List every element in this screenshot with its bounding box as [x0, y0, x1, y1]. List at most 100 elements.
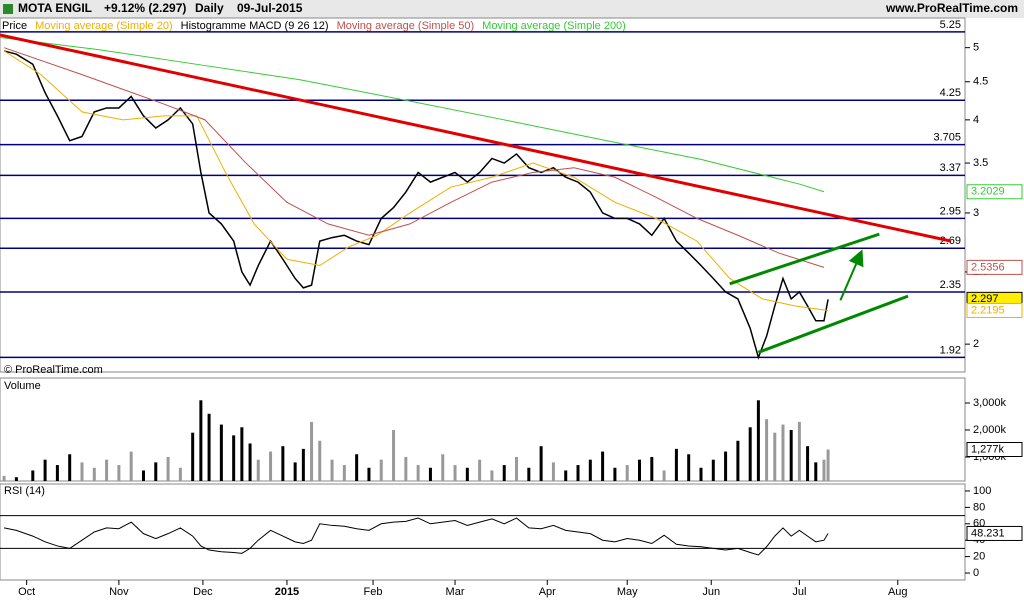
volume-bar [293, 462, 297, 481]
volume-bar [269, 451, 273, 481]
volume-bar [564, 470, 568, 481]
level-label: 3.37 [940, 162, 961, 174]
volume-bar [80, 462, 84, 481]
x-tick-label: Dec [193, 586, 213, 598]
last-value: 2.5356 [971, 261, 1005, 273]
header-bar [0, 0, 1024, 18]
y-tick-label: 2,000k [973, 424, 1007, 436]
y-tick-label: 0 [973, 567, 979, 579]
volume-bar [662, 470, 666, 481]
volume-bar [248, 443, 252, 481]
moving-average [3, 50, 829, 311]
volume-bar [638, 459, 642, 481]
volume-bar [822, 459, 826, 481]
x-tick-label: Jun [702, 586, 720, 598]
volume-bar [736, 440, 740, 481]
volume-bar [166, 456, 170, 481]
level-label: 5.25 [940, 19, 961, 31]
volume-bar [154, 462, 158, 481]
volume-bar [588, 459, 592, 481]
x-tick-label: 2015 [275, 586, 299, 598]
volume-bar [515, 456, 519, 481]
volume-bar [826, 449, 830, 481]
last-value-box [966, 184, 1023, 200]
volume-bar [428, 467, 432, 481]
x-tick-label: Feb [364, 586, 383, 598]
volume-bar [14, 477, 18, 481]
volume-bar [765, 419, 769, 481]
volume-bar [199, 400, 203, 481]
volume-bar [465, 467, 469, 481]
last-value: 1,277k [971, 443, 1005, 455]
volume-bar [625, 465, 629, 481]
volume-bar [207, 413, 211, 481]
copyright: © ProRealTime.com [4, 364, 103, 376]
legend-entry: Moving average (Simple 50) [337, 20, 475, 32]
last-value-box [966, 302, 1023, 318]
volume-bar [674, 448, 678, 481]
last-value: 48.231 [971, 527, 1005, 539]
y-tick-label: 2 [973, 338, 979, 350]
last-value-box [966, 259, 1023, 275]
volume-bar [232, 435, 236, 481]
pane-title: Volume [4, 380, 41, 392]
volume-bar [773, 432, 777, 481]
legend-entry: Histogramme MACD (9 26 12) [181, 20, 329, 32]
volume-bar [404, 456, 408, 481]
trendline [0, 33, 952, 243]
change: +9.12% (2.297) [104, 1, 186, 15]
level-label: 3.705 [933, 132, 961, 144]
site: www.ProRealTime.com [885, 1, 1018, 15]
y-tick-label: 5 [973, 42, 979, 54]
legend: Price Moving average (Simple 20) Histogram… [2, 20, 626, 32]
volume-bar [527, 467, 531, 481]
level-label: 1.92 [940, 344, 961, 356]
volume-bar [478, 459, 482, 481]
volume-bar [748, 427, 752, 481]
volume-bar [2, 475, 6, 481]
volume-bar [576, 465, 580, 481]
last-value: 3.2029 [971, 186, 1005, 198]
volume-bar [281, 446, 285, 481]
x-tick-label: Nov [109, 586, 129, 598]
y-tick-label: 3,000k [973, 397, 1007, 409]
volume-bar [699, 467, 703, 481]
last-value-box [966, 525, 1023, 541]
volume-bar [301, 448, 305, 481]
volume-bar [539, 446, 543, 481]
volume-bar [789, 429, 793, 481]
last-value: 2.2195 [971, 304, 1005, 316]
volume-bar [650, 456, 654, 481]
icon [3, 4, 13, 14]
moving-average [3, 47, 825, 268]
y-tick-label: 4.5 [973, 76, 988, 88]
trendline [839, 249, 864, 301]
volume-bar [105, 459, 109, 481]
volume-bar [330, 459, 334, 481]
legend-entry: Moving average (Simple 20) [35, 20, 173, 32]
x-tick-label: May [617, 586, 638, 598]
x-tick-label: Mar [446, 586, 465, 598]
date: 09-Jul-2015 [237, 1, 303, 15]
volume-bar [43, 459, 47, 481]
volume-bar [55, 465, 59, 481]
volume-bar [379, 459, 383, 481]
x-tick-label: Aug [888, 586, 908, 598]
volume-bar [310, 421, 314, 481]
volume-bar [806, 446, 810, 481]
volume-bar [441, 454, 445, 481]
trendline [757, 294, 909, 354]
moving-average [0, 36, 825, 193]
volume-bar [781, 424, 785, 481]
volume-bar [191, 432, 195, 481]
period: Daily [195, 1, 224, 15]
volume-bar [219, 424, 223, 481]
volume-bar [687, 454, 691, 481]
volume-bar [711, 459, 715, 481]
volume-bar [355, 454, 359, 481]
y-tick-label: 3 [973, 207, 979, 219]
volume-bar [613, 467, 617, 481]
volume-bar [367, 467, 371, 481]
volume-bar [502, 465, 506, 481]
